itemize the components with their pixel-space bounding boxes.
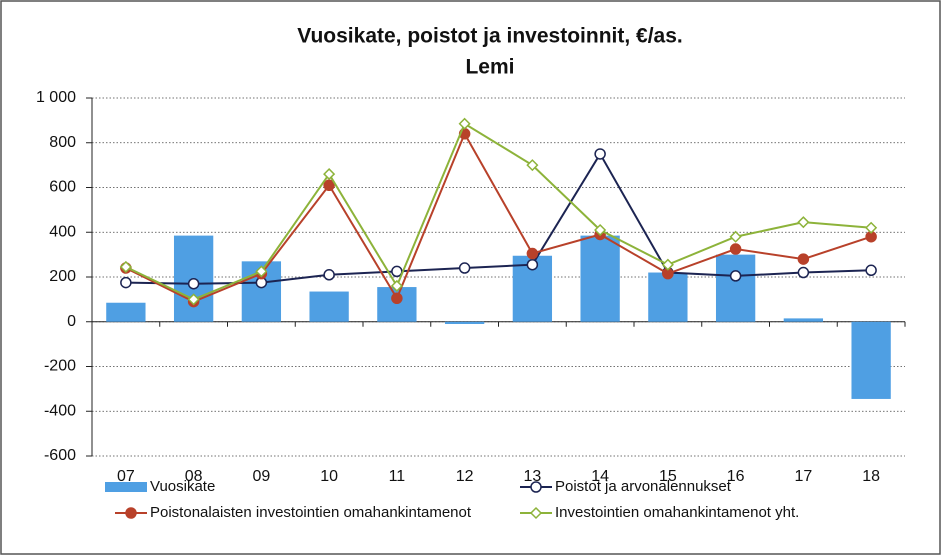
bar [648, 272, 688, 322]
y-tick-label: 800 [49, 134, 76, 151]
point [120, 276, 132, 289]
point [594, 223, 607, 237]
point [458, 117, 471, 130]
point [729, 270, 742, 282]
x-tick-label: 10 [320, 468, 338, 485]
point [391, 292, 403, 305]
x-tick-label: 15 [659, 468, 677, 485]
legend-label: Poistot ja arvonalennukset [555, 478, 732, 495]
x-tick-label: 08 [185, 468, 203, 485]
y-tick-label: -400 [44, 402, 76, 419]
point [323, 269, 335, 281]
y-tick-label: -200 [44, 358, 76, 375]
x-tick-label: 14 [591, 468, 609, 485]
legend-swatch [105, 482, 147, 492]
legend-label: Vuosikate [150, 478, 215, 495]
line [125, 122, 872, 301]
bar [851, 321, 891, 399]
point [390, 279, 403, 293]
point [526, 247, 539, 260]
bar [444, 321, 485, 324]
y-tick-label: 600 [49, 179, 76, 196]
x-tick-label: 17 [794, 468, 812, 485]
x-tick-label: 07 [117, 468, 135, 485]
point [323, 179, 335, 192]
point [458, 262, 471, 274]
bar [377, 287, 417, 322]
y-tick-label: 400 [49, 223, 76, 240]
point [255, 265, 268, 278]
point [661, 258, 674, 271]
y-tick-label: 1 000 [36, 89, 76, 106]
bar [715, 254, 756, 322]
chart-subtitle: Lemi [465, 56, 514, 79]
point [865, 221, 878, 234]
point [797, 253, 810, 265]
point [729, 230, 742, 243]
x-tick-label: 16 [727, 468, 745, 485]
bar [783, 318, 824, 322]
x-tick-label: 18 [862, 468, 880, 485]
bar [580, 235, 620, 322]
y-tick-label: -600 [44, 447, 76, 464]
point [797, 266, 810, 279]
bar [106, 302, 146, 322]
chart-title: Vuosikate, poistot ja investoinnit, €/as… [297, 25, 682, 48]
x-tick-label: 12 [456, 468, 474, 485]
point [187, 277, 200, 290]
point [187, 293, 200, 306]
line [125, 131, 872, 303]
point [797, 216, 810, 229]
point [323, 168, 336, 181]
point [119, 260, 132, 273]
point [391, 265, 403, 278]
legend-marker [529, 506, 543, 520]
line [125, 151, 872, 285]
bar [309, 291, 349, 322]
point [526, 258, 539, 271]
y-tick-label: 0 [67, 313, 76, 330]
point [526, 159, 539, 172]
x-tick-label: 11 [389, 468, 406, 485]
legend-marker [530, 481, 542, 493]
legend-label: Poistonalaisten investointien omahankint… [150, 504, 472, 521]
point [865, 264, 877, 277]
y-tick-label: 200 [49, 268, 76, 285]
x-tick-label: 09 [252, 468, 270, 485]
legend-marker [125, 507, 137, 519]
legend-label: Investointien omahankintamenot yht. [555, 504, 799, 521]
point [594, 148, 606, 160]
x-tick-label: 13 [523, 468, 541, 485]
point [729, 243, 742, 255]
